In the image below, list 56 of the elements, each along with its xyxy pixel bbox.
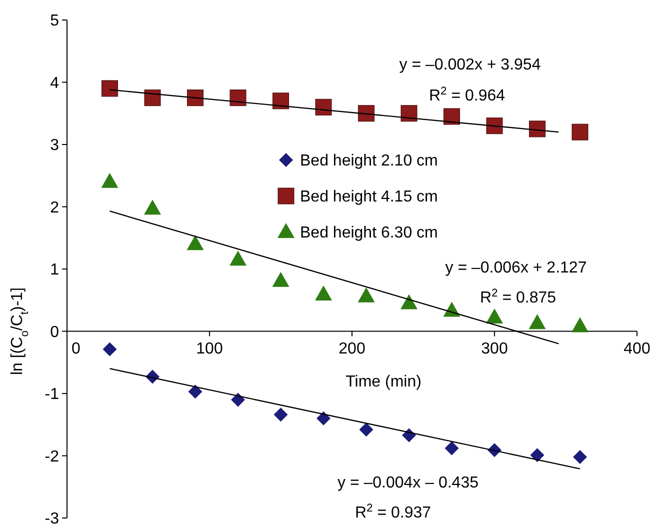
point [144, 200, 161, 215]
point [358, 105, 374, 122]
point [230, 250, 246, 266]
point [444, 441, 459, 456]
annotation: R$^{2}$ = 0.964 [428, 86, 506, 105]
y-tick-label: 2 [50, 199, 60, 216]
point [230, 90, 246, 106]
point [272, 272, 290, 287]
point [529, 120, 546, 138]
y-tick-label: 1 [50, 262, 60, 279]
point [444, 108, 460, 125]
y-tick-label: -3 [44, 510, 60, 526]
annotation: y = –0.002x + 3.954 [399, 56, 541, 74]
point [315, 286, 332, 301]
x-tick-label: 100 [196, 340, 223, 358]
point [528, 314, 546, 330]
x-tick-label: 0 [72, 340, 81, 358]
x-axis-title: Time (min) [346, 373, 422, 390]
point [101, 172, 118, 188]
point [187, 90, 204, 106]
point [188, 384, 202, 399]
point [102, 342, 117, 356]
point [486, 308, 503, 324]
point [573, 450, 587, 464]
y-tick-label: 5 [50, 12, 60, 30]
point [400, 105, 418, 122]
y-tick-label: -1 [44, 386, 60, 404]
annotation: R$^{2}$ = 0.875 [480, 288, 556, 307]
point [400, 294, 418, 310]
y-tick-label: 0 [50, 324, 60, 341]
x-tick-label: 200 [338, 340, 366, 358]
point [572, 317, 588, 332]
annotation: y = –0.006x + 2.127 [445, 260, 587, 277]
point [359, 422, 374, 437]
legend-label: Bed height 6.30 cm [300, 224, 438, 242]
y-tick-label: 3 [50, 137, 60, 154]
point [486, 118, 503, 134]
point [274, 408, 288, 422]
point [231, 392, 245, 407]
y-tick-label: -2 [44, 448, 60, 466]
point [572, 124, 588, 140]
point [316, 411, 330, 426]
annotation: y = –0.004x – 0.435 [338, 474, 479, 492]
y-tick-label: 4 [50, 74, 60, 92]
point [186, 235, 204, 250]
point [358, 287, 375, 302]
legend-label: Bed height 2.10 cm [300, 152, 438, 170]
point [530, 448, 544, 462]
point [144, 90, 161, 106]
x-tick-label: 300 [481, 340, 508, 358]
annotation: R$^{2}$ = 0.937 [354, 502, 432, 522]
x-tick-label: 400 [624, 340, 650, 358]
point [315, 98, 332, 116]
legend-label: Bed height 4.15 cm [300, 188, 438, 206]
point [272, 92, 289, 110]
point [102, 80, 118, 97]
